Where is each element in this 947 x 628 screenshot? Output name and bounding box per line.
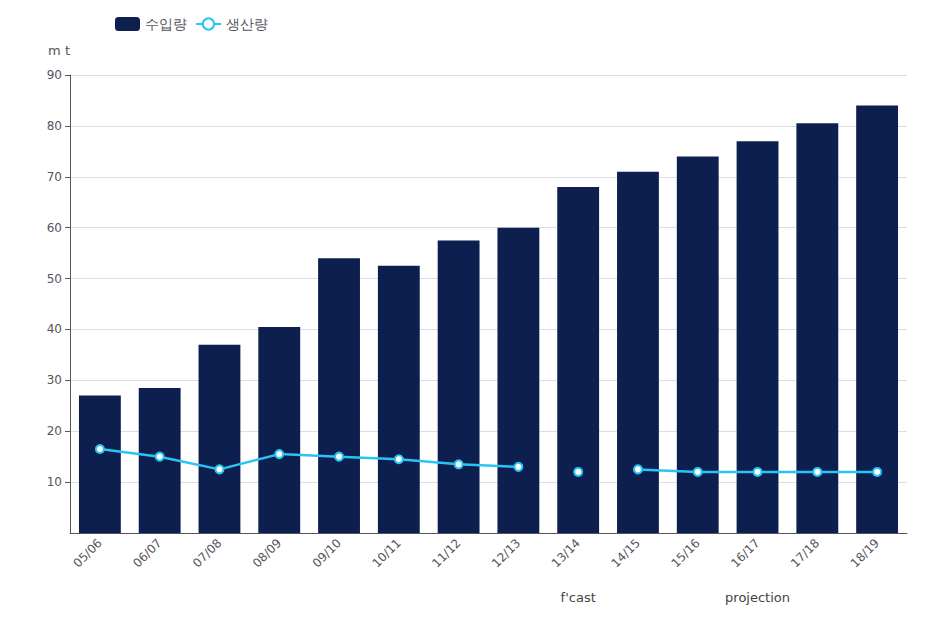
- svg-text:05/06: 05/06: [71, 536, 105, 570]
- svg-text:13/14: 13/14: [549, 536, 583, 570]
- svg-text:60: 60: [47, 221, 62, 235]
- svg-text:f'cast: f'cast: [561, 590, 596, 605]
- svg-text:수입량: 수입량: [145, 16, 187, 32]
- svg-text:18/19: 18/19: [848, 536, 882, 570]
- svg-text:11/12: 11/12: [429, 536, 463, 570]
- svg-text:17/18: 17/18: [788, 536, 822, 570]
- svg-text:14/15: 14/15: [609, 536, 643, 570]
- svg-text:07/08: 07/08: [190, 536, 224, 570]
- svg-text:50: 50: [47, 272, 62, 286]
- svg-text:70: 70: [47, 170, 62, 184]
- svg-text:16/17: 16/17: [728, 536, 762, 570]
- svg-text:90: 90: [47, 68, 62, 82]
- svg-text:생산량: 생산량: [226, 16, 268, 32]
- svg-text:m t: m t: [48, 43, 70, 58]
- svg-text:10/11: 10/11: [369, 536, 403, 570]
- svg-text:15/16: 15/16: [668, 536, 702, 570]
- svg-text:20: 20: [47, 424, 62, 438]
- svg-text:09/10: 09/10: [310, 536, 344, 570]
- svg-text:40: 40: [47, 322, 62, 336]
- svg-text:06/07: 06/07: [130, 536, 164, 570]
- svg-text:projection: projection: [725, 590, 790, 605]
- svg-text:10: 10: [47, 475, 62, 489]
- svg-text:30: 30: [47, 373, 62, 387]
- svg-text:12/13: 12/13: [489, 536, 523, 570]
- svg-text:08/09: 08/09: [250, 536, 284, 570]
- svg-text:80: 80: [47, 119, 62, 133]
